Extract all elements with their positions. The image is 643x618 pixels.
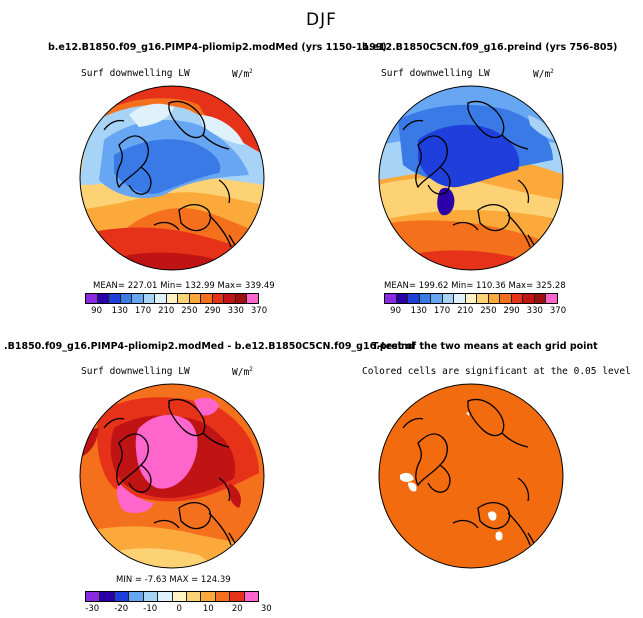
panel-3-polar-map: [79, 383, 265, 569]
colorbar-swatch: [97, 294, 110, 303]
colorbar-tick-label: 30: [260, 604, 272, 614]
panel-4-significance-label: Colored cells are significant at the 0.0…: [362, 366, 631, 377]
panel-1-colorbar-ticks: 90 130 170 210 250 290 330 370: [85, 306, 267, 318]
colorbar-tick-label: 90: [91, 306, 103, 316]
colorbar-swatch: [385, 294, 397, 303]
panel-3-title: .B1850.f09_g16.PIMP4-pliomip2.modMed - b…: [4, 341, 415, 352]
panel-3-colorbar: [85, 591, 259, 602]
panel-2-colorbar: [384, 293, 558, 304]
panel-2-variable-label: Surf downwelling LW: [381, 68, 490, 79]
colorbar-tick-label: -10: [143, 604, 158, 614]
colorbar-tick-label: -30: [85, 604, 100, 614]
colorbar-swatch: [523, 294, 535, 303]
colorbar-swatch: [178, 294, 190, 303]
colorbar-tick-label: 290: [204, 306, 221, 316]
colorbar-tick-label: 210: [158, 306, 175, 316]
colorbar-swatch: [230, 592, 245, 601]
colorbar-tick-label: 170: [433, 306, 451, 316]
colorbar-tick-label: 330: [526, 306, 543, 316]
colorbar-tick-label: 10: [202, 604, 214, 614]
panel-3-colorbar-ticks: -30 -20 -10 0 10 20 30: [85, 604, 271, 616]
panel-1-units-label: W/m2: [232, 68, 253, 81]
panel-4-title: T-test of the two means at each grid poi…: [372, 341, 598, 352]
colorbar-swatch: [477, 294, 489, 303]
colorbar-swatch: [212, 294, 225, 303]
colorbar-swatch: [132, 294, 144, 303]
panel-4-polar-map: [378, 383, 564, 569]
colorbar-tick-label: 210: [457, 306, 474, 316]
colorbar-swatch: [86, 592, 101, 601]
panel-1-stats: MEAN= 227.01 Min= 132.99 Max= 339.49: [93, 281, 275, 291]
colorbar-swatch: [189, 294, 202, 303]
panel-2-title: b.e12.B1850C5CN.f09_g16.preind (yrs 756-…: [362, 42, 618, 53]
colorbar-tick-label: 20: [231, 604, 243, 614]
colorbar-swatch: [419, 294, 432, 303]
colorbar-swatch: [143, 592, 159, 601]
colorbar-swatch: [201, 294, 213, 303]
colorbar-tick-label: 250: [480, 306, 497, 316]
colorbar-swatch: [100, 592, 115, 601]
colorbar-tick-label: 170: [134, 306, 152, 316]
colorbar-swatch: [488, 294, 501, 303]
panel-1-variable-label: Surf downwelling LW: [81, 68, 190, 79]
panel-2-units-label: W/m2: [533, 68, 554, 81]
colorbar-swatch: [120, 294, 133, 303]
colorbar-swatch: [114, 592, 130, 601]
colorbar-tick-label: 330: [227, 306, 244, 316]
colorbar-swatch: [244, 592, 259, 601]
colorbar-swatch: [534, 294, 547, 303]
colorbar-swatch: [143, 294, 156, 303]
colorbar-swatch: [166, 294, 179, 303]
colorbar-tick-label: -20: [114, 604, 129, 614]
colorbar-tick-label: 290: [503, 306, 520, 316]
colorbar-swatch: [129, 592, 144, 601]
colorbar-swatch: [158, 592, 173, 601]
colorbar-tick-label: 90: [390, 306, 402, 316]
colorbar-tick-label: 370: [549, 306, 567, 316]
panel-3-stats: MIN = -7.63 MAX = 124.39: [116, 575, 231, 585]
colorbar-swatch: [396, 294, 409, 303]
panel-1-colorbar: [85, 293, 259, 304]
panel-3-variable-label: Surf downwelling LW: [81, 366, 190, 377]
figure-title: DJF: [306, 10, 337, 30]
colorbar-swatch: [408, 294, 420, 303]
colorbar-tick-label: 0: [176, 604, 182, 614]
colorbar-tick-label: 130: [111, 306, 128, 316]
colorbar-swatch: [546, 294, 557, 303]
colorbar-swatch: [235, 294, 248, 303]
panel-1-polar-map: [79, 85, 265, 271]
panel-3-units-label: W/m2: [232, 366, 253, 379]
panel-2-colorbar-ticks: 90 130 170 210 250 290 330 370: [384, 306, 566, 318]
colorbar-swatch: [511, 294, 524, 303]
colorbar-swatch: [215, 592, 231, 601]
colorbar-tick-label: 250: [181, 306, 198, 316]
colorbar-swatch: [172, 592, 187, 601]
panel-2-polar-map: [378, 85, 564, 271]
colorbar-swatch: [109, 294, 121, 303]
colorbar-tick-label: 370: [250, 306, 268, 316]
colorbar-swatch: [201, 592, 216, 601]
colorbar-swatch: [465, 294, 478, 303]
panel-1-title: b.e12.B1850.f09_g16.PIMP4-pliomip2.modMe…: [48, 42, 387, 53]
colorbar-swatch: [86, 294, 98, 303]
colorbar-swatch: [224, 294, 236, 303]
colorbar-swatch: [442, 294, 455, 303]
colorbar-swatch: [155, 294, 167, 303]
colorbar-swatch: [247, 294, 258, 303]
colorbar-swatch: [454, 294, 466, 303]
colorbar-swatch: [500, 294, 512, 303]
colorbar-swatch: [186, 592, 202, 601]
colorbar-tick-label: 130: [410, 306, 427, 316]
panel-2-stats: MEAN= 199.62 Min= 110.36 Max= 325.28: [384, 281, 566, 291]
colorbar-swatch: [431, 294, 443, 303]
